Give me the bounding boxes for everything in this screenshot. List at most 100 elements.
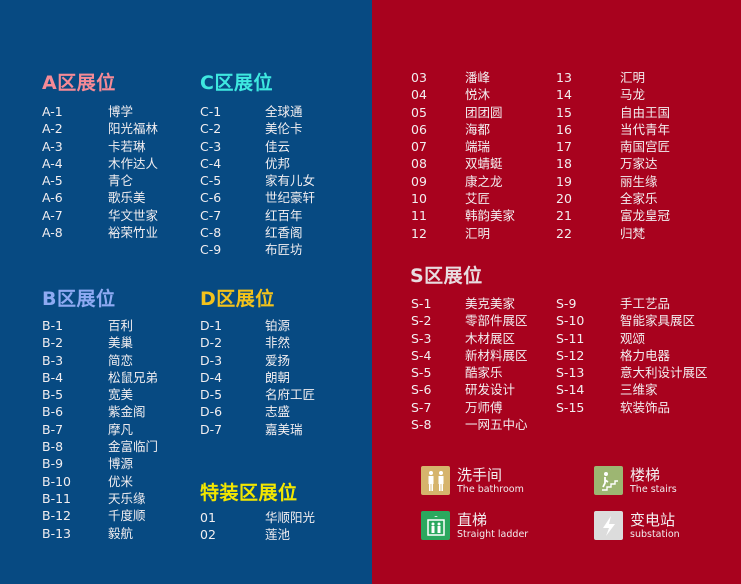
left-panel — [0, 0, 372, 584]
booth-code: 14 — [556, 87, 572, 103]
booth-code: S-14 — [556, 382, 585, 398]
booth-row: C-1 全球通 — [200, 103, 315, 120]
booth-row: A-7 华文世家 — [42, 207, 158, 224]
booth-row: 04 悦沐 — [411, 86, 515, 103]
booth-row: A-5 青仑 — [42, 172, 158, 189]
booth-code: B-13 — [42, 525, 71, 541]
booth-code: 17 — [556, 139, 572, 155]
booth-row: 03 潘峰 — [411, 69, 515, 86]
booth-code: 11 — [411, 208, 427, 224]
booth-exhibitor: 三维家 — [620, 382, 658, 398]
lightning-icon — [594, 511, 623, 540]
booth-code: C-9 — [200, 242, 222, 258]
booth-row: 07 端瑞 — [411, 138, 515, 155]
booth-row: 16 当代青年 — [556, 121, 670, 138]
booth-code: B-8 — [42, 439, 64, 455]
booth-row: B-3 简恋 — [42, 352, 158, 369]
booth-code: S-1 — [411, 296, 432, 311]
legend-substation: 变电站 substation — [594, 511, 680, 540]
legend-restroom: 洗手间 The bathroom — [421, 466, 524, 495]
booth-row: A-6 歌乐美 — [42, 189, 158, 206]
booth-exhibitor: 华顺阳光 — [265, 510, 316, 525]
booth-row: B-12 千度顺 — [42, 507, 158, 524]
booth-exhibitor: 木材展区 — [465, 330, 516, 346]
booth-exhibitor: 格力电器 — [620, 347, 671, 363]
booth-code: A-7 — [42, 207, 63, 223]
zone-special-list-cont-1: 03 潘峰 04 悦沐 05 团团圆 06 海都 07 端瑞 08 双蜻蜓 09 康之龙 10 艾匠 11 韩韵美… — [411, 69, 515, 242]
booth-row: B-11 天乐缘 — [42, 490, 158, 507]
booth-exhibitor: 红百年 — [265, 207, 303, 223]
legend-substation-subtitle: substation — [630, 528, 680, 540]
booth-exhibitor: 软装饰品 — [620, 399, 671, 415]
zone-special-list: 01 华顺阳光 02 莲池 — [200, 509, 315, 544]
booth-exhibitor: 归梵 — [620, 225, 646, 241]
booth-code: D-6 — [200, 404, 223, 420]
booth-exhibitor: 端瑞 — [465, 139, 491, 155]
booth-exhibitor: 万师傅 — [465, 399, 503, 415]
zone-special-title: 特装区展位 — [200, 482, 298, 504]
booth-row: S-9 手工艺品 — [556, 295, 708, 312]
booth-row: B-13 毅航 — [42, 525, 158, 542]
booth-exhibitor: 丽生缘 — [620, 173, 658, 189]
booth-code: D-4 — [200, 369, 223, 385]
booth-exhibitor: 万家达 — [620, 156, 658, 172]
booth-exhibitor: 南国宫匠 — [620, 139, 671, 155]
booth-row: 09 康之龙 — [411, 173, 515, 190]
booth-exhibitor: 汇明 — [620, 70, 646, 85]
booth-code: C-3 — [200, 138, 222, 154]
booth-code: S-12 — [556, 347, 585, 363]
booth-exhibitor: 非然 — [265, 335, 291, 351]
booth-code: A-2 — [42, 121, 63, 137]
booth-code: 10 — [411, 191, 427, 207]
booth-code: A-8 — [42, 225, 63, 241]
booth-exhibitor: 双蜻蜓 — [465, 156, 503, 172]
booth-row: A-2 阳光福林 — [42, 120, 158, 137]
booth-row: 13 汇明 — [556, 69, 670, 86]
booth-code: B-9 — [42, 456, 64, 472]
booth-exhibitor: 艾匠 — [465, 191, 491, 207]
booth-exhibitor: 手工艺品 — [620, 296, 671, 311]
booth-exhibitor: 摩凡 — [108, 421, 134, 437]
booth-code: S-7 — [411, 399, 432, 415]
legend-restroom-title: 洗手间 — [457, 465, 503, 484]
booth-code: 22 — [556, 225, 572, 241]
booth-row: 06 海都 — [411, 121, 515, 138]
booth-code: 04 — [411, 87, 427, 103]
booth-code: S-13 — [556, 365, 585, 381]
booth-row: 17 南国宫匠 — [556, 138, 670, 155]
booth-code: C-1 — [200, 104, 222, 119]
booth-code: C-4 — [200, 155, 222, 171]
booth-code: S-4 — [411, 347, 432, 363]
booth-exhibitor: 一网五中心 — [465, 417, 528, 433]
booth-code: D-2 — [200, 335, 223, 351]
booth-row: 14 马龙 — [556, 86, 670, 103]
booth-exhibitor: 铂源 — [265, 318, 291, 333]
booth-row: 21 富龙皇冠 — [556, 207, 670, 224]
booth-row: D-4 朗朝 — [200, 369, 315, 386]
restroom-icon — [421, 466, 450, 495]
booth-row: 08 双蜻蜓 — [411, 155, 515, 172]
booth-exhibitor: 天乐缘 — [108, 490, 146, 506]
legend-stairs-title: 楼梯 — [630, 465, 661, 484]
booth-code: S-10 — [556, 313, 585, 329]
booth-row: A-4 木作达人 — [42, 155, 158, 172]
booth-exhibitor: 零部件展区 — [465, 313, 528, 329]
booth-row: B-8 金富临门 — [42, 438, 158, 455]
booth-exhibitor: 阳光福林 — [108, 121, 159, 137]
booth-exhibitor: 优邦 — [265, 155, 291, 171]
booth-code: 02 — [200, 527, 216, 543]
booth-exhibitor: 酷家乐 — [465, 365, 503, 381]
booth-row: B-4 松鼠兄弟 — [42, 369, 158, 386]
booth-row: 12 汇明 — [411, 225, 515, 242]
booth-exhibitor: 富龙皇冠 — [620, 208, 671, 224]
booth-row: 05 团团圆 — [411, 104, 515, 121]
zone-s-title: S区展位 — [410, 265, 483, 287]
booth-row: S-13 意大利设计展区 — [556, 364, 708, 381]
booth-exhibitor: 千度顺 — [108, 508, 146, 524]
booth-row: C-9 布匠坊 — [200, 241, 315, 258]
booth-code: 12 — [411, 225, 427, 241]
booth-exhibitor: 智能家具展区 — [620, 313, 696, 329]
stairs-icon — [594, 466, 623, 495]
booth-row: S-1 美克美家 — [411, 295, 528, 312]
booth-row: S-6 研发设计 — [411, 381, 528, 398]
